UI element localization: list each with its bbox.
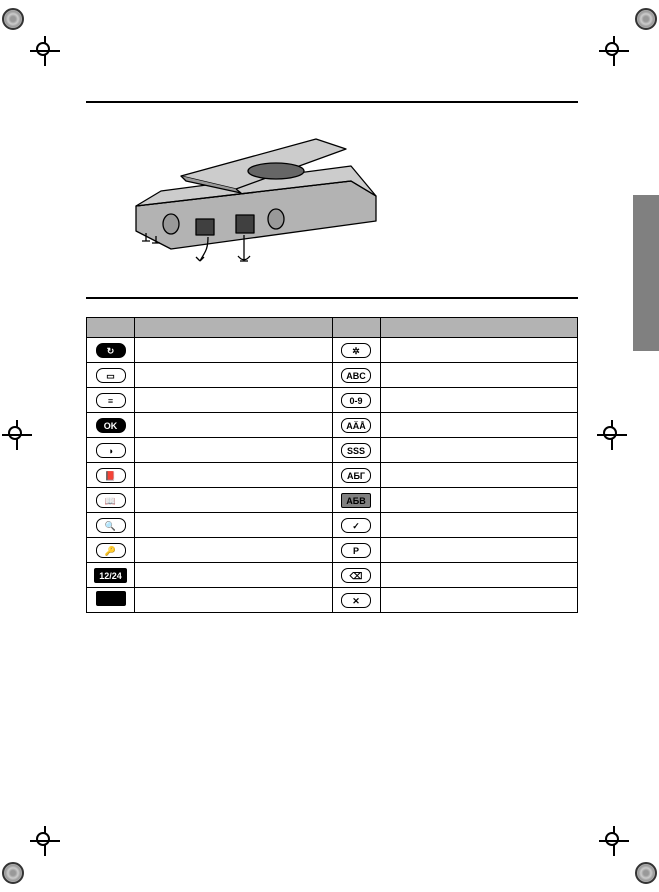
section-tab (633, 195, 659, 351)
key-icon: ⌫ (341, 568, 371, 583)
key-icon: ≡ (96, 393, 126, 408)
table-row: ▭ ABC (87, 363, 578, 388)
key-icon: P (341, 543, 371, 558)
key-icon: АБГ (341, 468, 371, 483)
key-icon: ↻ (96, 343, 126, 358)
desc-cell-right (380, 588, 578, 613)
desc-cell-left (135, 413, 333, 438)
key-icon: 📖 (96, 493, 126, 508)
col-header-icon-right (332, 318, 380, 338)
key-icon: 0-9 (341, 393, 371, 408)
icon-cell-left: 🔑 (87, 538, 135, 563)
icon-cell-left: ≡ (87, 388, 135, 413)
crop-mark-left (2, 420, 62, 480)
desc-cell-left (135, 438, 333, 463)
icon-cell-right: ✕ (332, 588, 380, 613)
desc-cell-right (380, 563, 578, 588)
icon-cell-right: АБГ (332, 463, 380, 488)
desc-cell-left (135, 338, 333, 363)
table-row: 🔑P (87, 538, 578, 563)
table-row: 📕 АБГ (87, 463, 578, 488)
crop-mark-top-left (2, 8, 62, 68)
divider-mid (86, 297, 578, 299)
desc-cell-right (380, 488, 578, 513)
table-row: ↻✲ (87, 338, 578, 363)
col-header-desc-left (135, 318, 333, 338)
table-row: 12/24 ⌫ (87, 563, 578, 588)
desc-cell-right (380, 338, 578, 363)
icon-cell-left: ▭ (87, 363, 135, 388)
desc-cell-right (380, 363, 578, 388)
key-icon: ABC (341, 368, 371, 383)
key-icon: 🔍 (96, 518, 126, 533)
table-header-row (87, 318, 578, 338)
table-row: ≡ 0-9 (87, 388, 578, 413)
icon-cell-right: ⌫ (332, 563, 380, 588)
icon-cell-right: ✲ (332, 338, 380, 363)
desc-cell-left (135, 513, 333, 538)
key-icon: ▭ (96, 368, 126, 383)
icon-cell-right: AÄÅ (332, 413, 380, 438)
icon-cell-left: ↻ (87, 338, 135, 363)
desc-cell-left (135, 563, 333, 588)
icon-cell-left: 12/24 (87, 563, 135, 588)
icon-cell-left: ◑ (87, 438, 135, 463)
key-icon: АБВ (341, 493, 371, 508)
device-illustration (116, 121, 386, 276)
desc-cell-right (380, 388, 578, 413)
desc-cell-left (135, 538, 333, 563)
icon-cell-right: 0-9 (332, 388, 380, 413)
key-icon: OK (96, 418, 126, 433)
table-row: 📖 АБВ (87, 488, 578, 513)
icon-cell-left: OK (87, 413, 135, 438)
col-header-icon-left (87, 318, 135, 338)
desc-cell-left (135, 588, 333, 613)
crop-mark-top-right (597, 8, 657, 68)
key-icon: ✲ (341, 343, 371, 358)
crop-mark-right (597, 420, 657, 480)
key-icon: SSS (341, 443, 371, 458)
page-content: ↻✲▭ABC≡0-9OKAÄÅ◑SSS📕АБГ📖АБВ🔍✓🔑P12/24⌫✕ (86, 95, 578, 613)
icon-cell-left: 📖 (87, 488, 135, 513)
desc-cell-left (135, 388, 333, 413)
desc-cell-left (135, 363, 333, 388)
desc-cell-left (135, 488, 333, 513)
key-icon: ✓ (341, 518, 371, 533)
icon-legend-table: ↻✲▭ABC≡0-9OKAÄÅ◑SSS📕АБГ📖АБВ🔍✓🔑P12/24⌫✕ (86, 317, 578, 613)
icon-cell-left: 🔍 (87, 513, 135, 538)
desc-cell-right (380, 538, 578, 563)
crop-mark-bottom-right (597, 824, 657, 884)
divider-top (86, 101, 578, 103)
icon-cell-right: АБВ (332, 488, 380, 513)
desc-cell-right (380, 513, 578, 538)
table-row: ◑ SSS (87, 438, 578, 463)
key-icon: 🔑 (96, 543, 126, 558)
key-icon: 📕 (96, 468, 126, 483)
crop-mark-bottom-left (2, 824, 62, 884)
icon-cell-right: P (332, 538, 380, 563)
icon-cell-left (87, 588, 135, 613)
desc-cell-right (380, 413, 578, 438)
desc-cell-left (135, 463, 333, 488)
key-icon: ✕ (341, 593, 371, 608)
icon-cell-right: ABC (332, 363, 380, 388)
icon-cell-right: ✓ (332, 513, 380, 538)
key-icon: ◑ (96, 443, 126, 458)
table-row: ✕ (87, 588, 578, 613)
icon-cell-left: 📕 (87, 463, 135, 488)
key-icon: AÄÅ (341, 418, 371, 433)
desc-cell-right (380, 438, 578, 463)
table-row: 🔍✓ (87, 513, 578, 538)
table-row: OK AÄÅ (87, 413, 578, 438)
desc-cell-right (380, 463, 578, 488)
key-icon (96, 591, 126, 606)
col-header-desc-right (380, 318, 578, 338)
key-icon: 12/24 (94, 568, 127, 583)
icon-cell-right: SSS (332, 438, 380, 463)
